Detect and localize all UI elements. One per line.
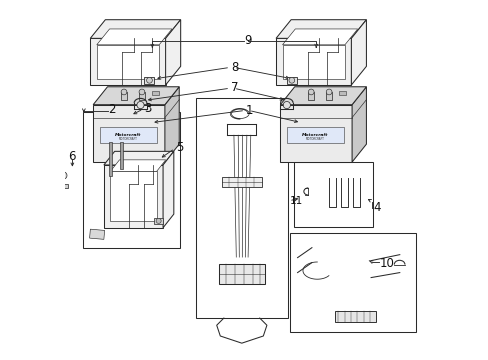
Text: 10: 10 (379, 257, 394, 270)
Circle shape (283, 102, 290, 109)
Text: 3: 3 (144, 102, 151, 115)
Text: 6: 6 (68, 150, 76, 163)
Text: 7: 7 (230, 81, 238, 94)
Text: 8: 8 (230, 60, 238, 73)
Text: Motorcraft: Motorcraft (115, 133, 141, 137)
Polygon shape (280, 87, 366, 105)
Bar (293, 162, 372, 226)
Polygon shape (282, 29, 357, 45)
Text: 9: 9 (244, 33, 251, 47)
Polygon shape (97, 45, 159, 78)
Circle shape (308, 89, 313, 95)
Bar (89, 229, 104, 239)
Polygon shape (165, 20, 180, 85)
Text: 2: 2 (108, 103, 116, 116)
Bar (154, 218, 163, 224)
Bar (290, 233, 415, 332)
Polygon shape (164, 87, 179, 162)
Polygon shape (103, 165, 163, 228)
Text: Motorcraft: Motorcraft (302, 133, 328, 137)
Polygon shape (90, 39, 165, 85)
Bar (218, 264, 264, 284)
Circle shape (325, 89, 331, 95)
Circle shape (156, 219, 161, 224)
Circle shape (146, 77, 152, 83)
Bar (339, 91, 346, 95)
Bar (121, 92, 126, 100)
Polygon shape (93, 87, 179, 105)
Polygon shape (276, 39, 351, 85)
Polygon shape (97, 29, 172, 45)
Polygon shape (351, 87, 366, 162)
Text: MOTORCRAFT: MOTORCRAFT (119, 137, 138, 141)
Polygon shape (163, 151, 173, 228)
Bar (335, 311, 376, 322)
Circle shape (288, 77, 294, 83)
Bar (222, 177, 261, 187)
Text: 11: 11 (289, 196, 302, 206)
Circle shape (60, 172, 67, 179)
Bar (108, 142, 111, 176)
Text: 1: 1 (245, 104, 253, 117)
Bar (286, 127, 344, 143)
Bar (120, 142, 123, 169)
Circle shape (121, 89, 126, 95)
Bar (100, 127, 157, 143)
Polygon shape (110, 160, 165, 171)
Circle shape (139, 89, 144, 95)
Bar (83, 112, 180, 248)
Bar (144, 77, 154, 84)
Polygon shape (93, 105, 164, 162)
Bar (308, 92, 313, 100)
Bar (286, 77, 296, 84)
Bar (196, 98, 287, 318)
Polygon shape (103, 151, 173, 165)
Circle shape (137, 102, 144, 109)
Bar (59, 184, 67, 188)
Polygon shape (282, 45, 344, 78)
Text: 5: 5 (175, 141, 183, 154)
Bar (325, 92, 331, 100)
Polygon shape (90, 20, 180, 39)
Text: 4: 4 (372, 202, 380, 215)
Text: MOTORCRAFT: MOTORCRAFT (305, 137, 325, 141)
Polygon shape (110, 171, 156, 221)
Polygon shape (351, 20, 366, 85)
Bar (152, 91, 159, 95)
Polygon shape (280, 105, 351, 162)
Bar (139, 92, 144, 100)
Polygon shape (276, 20, 366, 39)
